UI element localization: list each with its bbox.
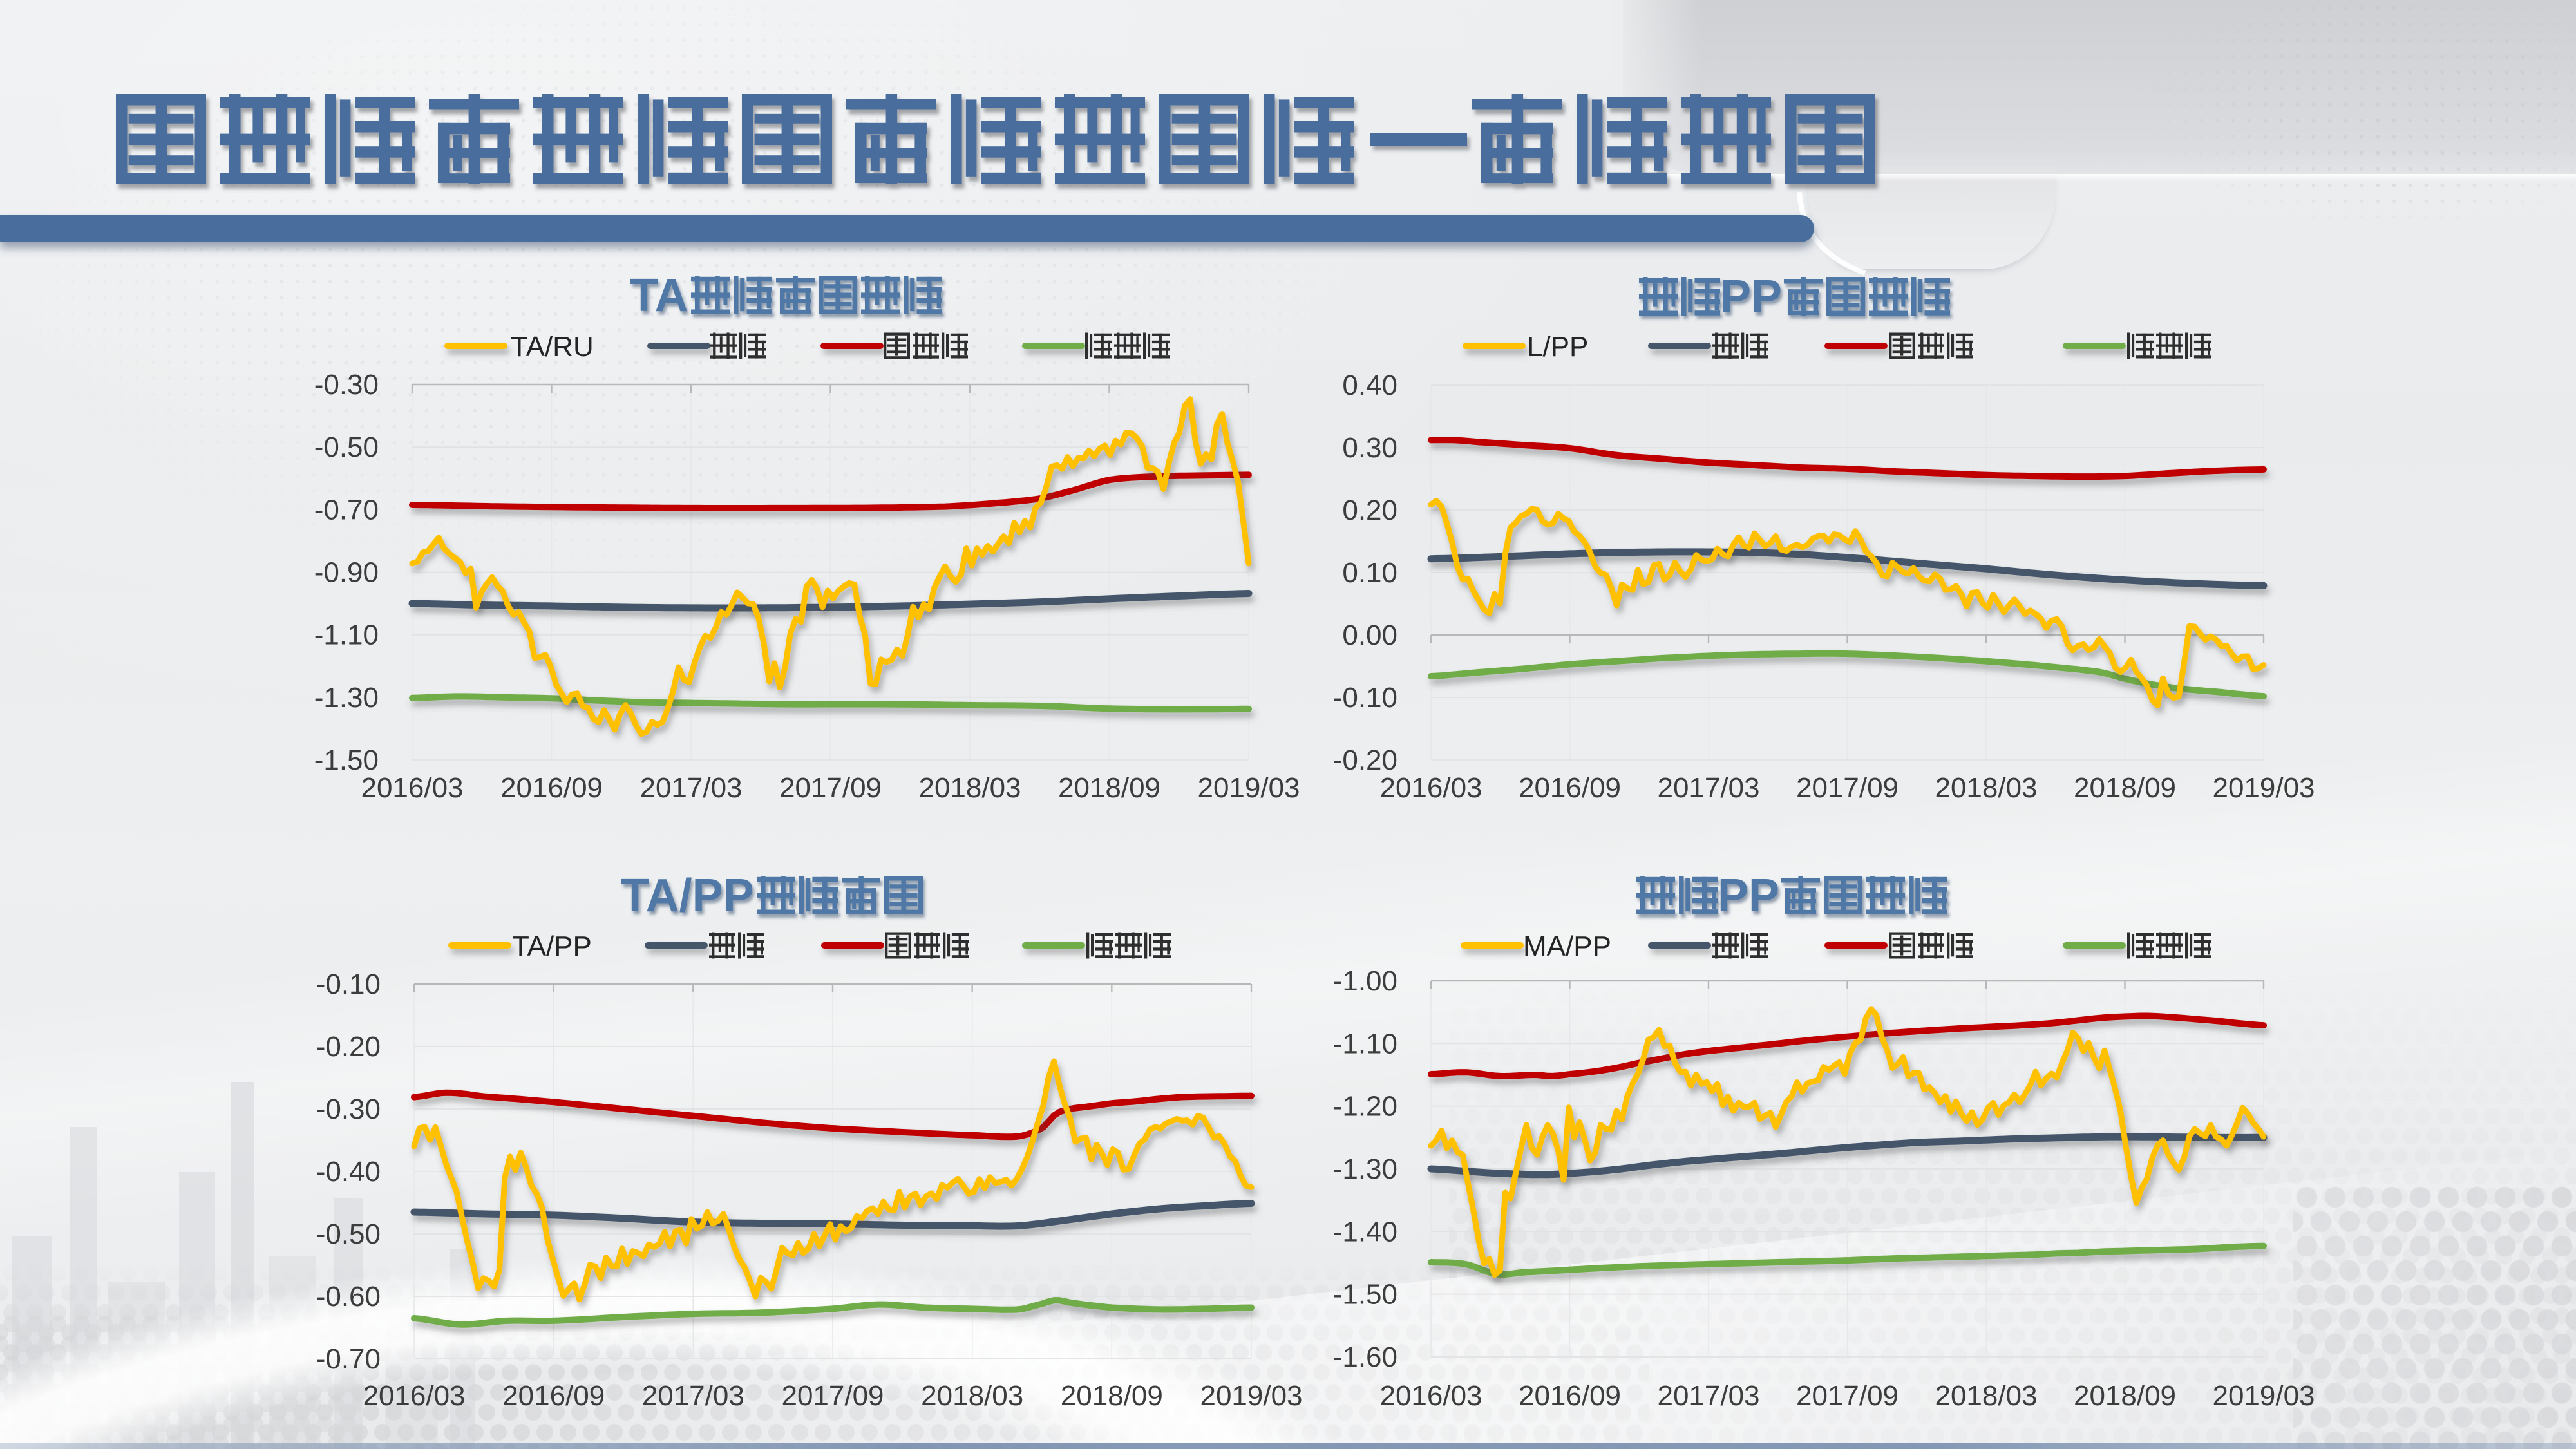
svg-text:-0.20: -0.20: [1333, 744, 1397, 776]
svg-text:-1.50: -1.50: [314, 744, 379, 776]
svg-text:2016/09: 2016/09: [502, 1380, 605, 1412]
svg-text:2016/09: 2016/09: [1519, 772, 1621, 804]
svg-text:PP: PP: [1720, 271, 1782, 323]
svg-text:0.20: 0.20: [1342, 495, 1397, 526]
svg-text:2017/03: 2017/03: [1657, 1380, 1759, 1412]
svg-text:TA/PP: TA/PP: [621, 870, 754, 922]
svg-text:-1.20: -1.20: [1333, 1091, 1397, 1122]
svg-text:-0.90: -0.90: [314, 557, 379, 589]
svg-text:2016/03: 2016/03: [1379, 1380, 1482, 1412]
svg-text:2018/09: 2018/09: [2074, 1380, 2176, 1412]
svg-text:2018/09: 2018/09: [2074, 772, 2176, 804]
svg-text:-1.00: -1.00: [1333, 965, 1397, 997]
svg-text:-0.70: -0.70: [314, 494, 379, 526]
svg-text:-0.50: -0.50: [314, 431, 379, 463]
svg-text:2018/09: 2018/09: [1058, 772, 1160, 804]
svg-text:-0.50: -0.50: [316, 1218, 381, 1250]
svg-text:TA/PP: TA/PP: [512, 931, 592, 962]
svg-text:2016/09: 2016/09: [500, 772, 603, 804]
svg-text:-1.40: -1.40: [1333, 1216, 1397, 1247]
svg-text:2018/03: 2018/03: [918, 772, 1021, 804]
svg-text:-0.30: -0.30: [314, 369, 379, 401]
svg-text:2019/03: 2019/03: [2212, 772, 2315, 804]
svg-text:2016/03: 2016/03: [361, 772, 463, 804]
svg-text:2018/09: 2018/09: [1061, 1380, 1163, 1412]
svg-text:-1.30: -1.30: [314, 682, 379, 714]
svg-text:2019/03: 2019/03: [1197, 772, 1300, 804]
svg-text:PP: PP: [1718, 870, 1779, 922]
svg-text:2019/03: 2019/03: [2212, 1380, 2315, 1412]
svg-text:-1.50: -1.50: [1333, 1279, 1397, 1311]
svg-text:TA: TA: [630, 270, 688, 321]
svg-text:2017/03: 2017/03: [1657, 772, 1759, 804]
svg-text:-1.30: -1.30: [1333, 1153, 1397, 1185]
svg-text:MA/PP: MA/PP: [1523, 931, 1611, 962]
svg-text:TA/RU: TA/RU: [511, 331, 594, 363]
svg-text:-0.40: -0.40: [316, 1156, 381, 1188]
svg-text:2019/03: 2019/03: [1200, 1380, 1302, 1412]
svg-text:2017/09: 2017/09: [1796, 772, 1899, 804]
svg-text:0.00: 0.00: [1342, 620, 1397, 651]
svg-text:0.40: 0.40: [1342, 370, 1397, 401]
svg-text:-1.10: -1.10: [314, 620, 379, 651]
svg-text:2018/03: 2018/03: [1935, 772, 2037, 804]
svg-text:2018/03: 2018/03: [1935, 1380, 2037, 1412]
svg-text:-0.10: -0.10: [316, 969, 381, 1000]
svg-text:-0.30: -0.30: [316, 1094, 381, 1125]
svg-text:2017/09: 2017/09: [781, 1380, 884, 1412]
svg-text:0.30: 0.30: [1342, 432, 1397, 464]
svg-text:L/PP: L/PP: [1527, 331, 1588, 363]
svg-text:-0.70: -0.70: [316, 1343, 381, 1375]
svg-text:-0.20: -0.20: [316, 1031, 381, 1063]
svg-text:2017/09: 2017/09: [1796, 1380, 1899, 1412]
svg-text:-1.60: -1.60: [1333, 1341, 1397, 1373]
svg-text:2018/03: 2018/03: [921, 1380, 1023, 1412]
svg-text:-0.60: -0.60: [316, 1281, 381, 1312]
svg-text:2017/09: 2017/09: [779, 772, 882, 804]
svg-text:2017/03: 2017/03: [642, 1380, 744, 1412]
svg-text:2016/03: 2016/03: [1379, 772, 1482, 804]
svg-text:2016/09: 2016/09: [1519, 1380, 1621, 1412]
svg-text:2017/03: 2017/03: [639, 772, 742, 804]
svg-text:-1.10: -1.10: [1333, 1028, 1397, 1059]
svg-text:2016/03: 2016/03: [363, 1380, 465, 1412]
svg-text:-0.10: -0.10: [1333, 682, 1397, 714]
svg-text:0.10: 0.10: [1342, 557, 1397, 589]
